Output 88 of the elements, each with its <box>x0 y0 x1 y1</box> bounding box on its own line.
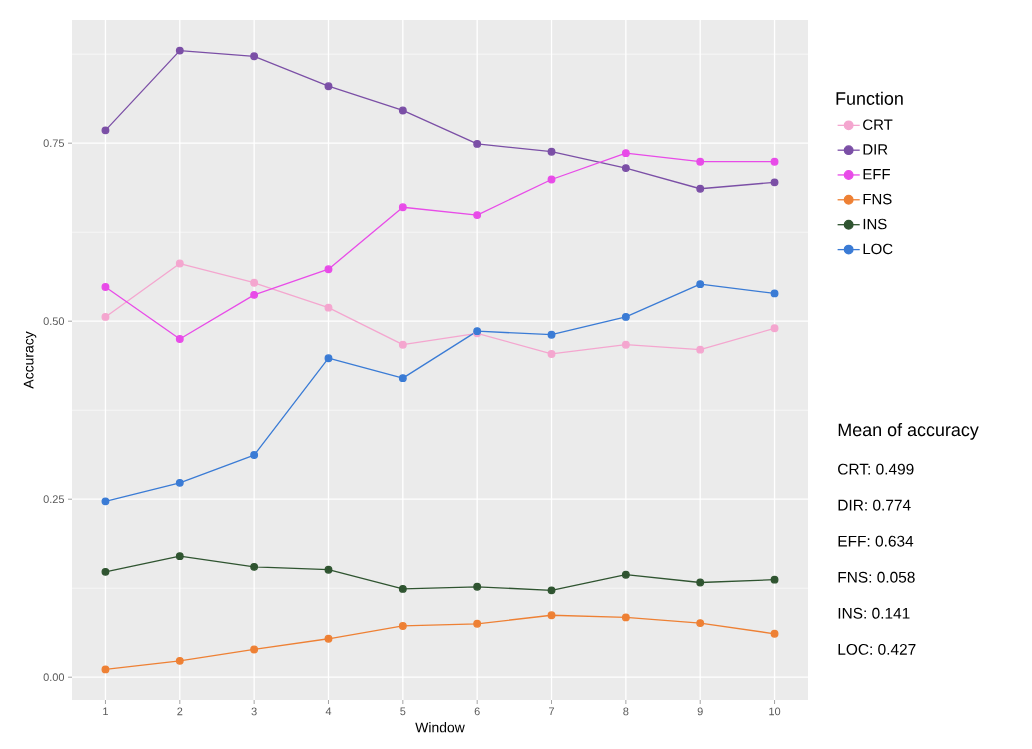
y-tick-label: 0.25 <box>43 495 65 504</box>
point <box>324 303 333 312</box>
point <box>696 578 705 587</box>
legend-label: INS <box>863 218 887 230</box>
point <box>250 52 259 61</box>
point <box>324 265 333 274</box>
legend-label: CRT <box>863 119 893 130</box>
point <box>621 164 630 173</box>
y-tick-label: 0.75 <box>43 139 65 148</box>
point <box>696 280 705 289</box>
point <box>324 634 333 643</box>
text: LOC: 0.427 <box>838 643 916 655</box>
point <box>696 619 705 628</box>
text: CRT: 0.499 <box>838 463 914 475</box>
point <box>250 562 259 571</box>
point <box>696 345 705 354</box>
x-tick-label: 4 <box>325 707 332 716</box>
point <box>175 552 184 561</box>
point <box>250 278 259 287</box>
point <box>398 584 407 593</box>
y-tick-label: 0.50 <box>43 317 65 326</box>
x-tick-label: 10 <box>769 707 781 716</box>
point <box>250 451 259 460</box>
y-tick-label: 0.00 <box>43 673 65 682</box>
text: FNS: 0.058 <box>838 571 915 583</box>
point <box>324 565 333 574</box>
point <box>547 349 556 358</box>
point <box>398 622 407 630</box>
point <box>101 665 110 674</box>
point <box>547 611 556 620</box>
point <box>770 157 779 166</box>
x-tick-label: 2 <box>177 707 183 716</box>
point <box>101 312 110 321</box>
point <box>473 619 482 628</box>
x-tick-label: 8 <box>623 707 629 716</box>
point <box>621 149 630 158</box>
point <box>770 575 779 584</box>
x-tick-label: 7 <box>549 707 555 716</box>
text: INS: 0.141 <box>838 607 910 619</box>
point <box>101 126 110 135</box>
point <box>547 147 556 156</box>
legend-label: FNS <box>863 193 892 205</box>
point <box>621 312 630 321</box>
point <box>770 324 779 333</box>
point <box>398 374 407 383</box>
point <box>175 259 184 268</box>
legend-label: DIR <box>863 144 888 155</box>
point <box>473 211 482 220</box>
point <box>473 139 482 148</box>
point <box>621 340 630 349</box>
point <box>621 570 630 579</box>
legend-label: EFF <box>863 169 890 180</box>
point <box>250 645 259 654</box>
x-axis-title: Window <box>415 722 465 733</box>
point <box>101 283 110 291</box>
point <box>101 567 110 576</box>
x-tick-label: 1 <box>103 707 108 716</box>
x-tick-label: 6 <box>474 707 480 716</box>
point <box>175 335 184 343</box>
point <box>696 184 705 193</box>
point <box>547 330 556 339</box>
point <box>101 497 110 506</box>
point <box>398 203 407 212</box>
point <box>621 613 630 622</box>
point <box>175 478 184 487</box>
point <box>547 175 556 184</box>
x-tick-label: 5 <box>400 707 406 716</box>
point <box>324 82 333 91</box>
x-tick-label: 9 <box>697 707 703 716</box>
point <box>547 586 556 595</box>
point <box>696 157 705 166</box>
point <box>770 629 779 638</box>
point <box>250 290 259 299</box>
point <box>770 178 779 187</box>
point <box>398 106 407 115</box>
x-tick-label: 3 <box>251 707 257 716</box>
text: EFF: 0.634 <box>838 535 914 547</box>
point <box>175 46 184 55</box>
point <box>398 340 407 349</box>
point <box>324 354 333 363</box>
point <box>175 656 184 665</box>
y-axis-title: Accuracy <box>23 331 37 389</box>
text: DIR: 0.774 <box>838 499 911 511</box>
text: Mean of accuracy <box>838 423 979 440</box>
point <box>770 289 779 298</box>
point <box>473 582 482 591</box>
legend-title: Function <box>836 91 903 105</box>
legend-label: LOC <box>863 243 893 255</box>
